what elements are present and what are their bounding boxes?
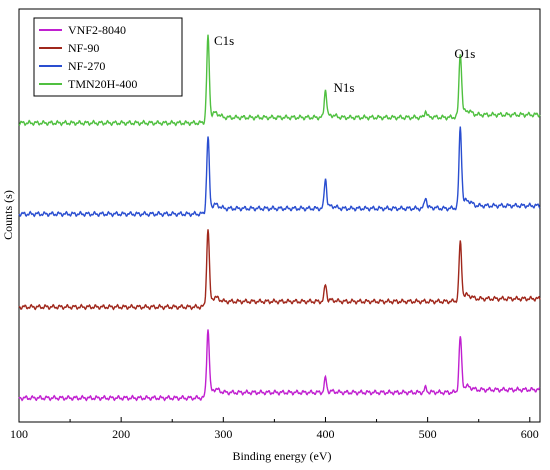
x-tick-label: 500 xyxy=(419,427,437,441)
x-axis-title: Binding energy (eV) xyxy=(232,449,331,463)
peak-label-c1s: C1s xyxy=(214,33,234,48)
peak-annotations: C1s N1s O1s xyxy=(214,33,475,95)
series-line-nf-270 xyxy=(18,126,541,218)
legend-label: VNF2-8040 xyxy=(68,23,126,37)
legend-label: NF-90 xyxy=(68,41,99,55)
x-tick-label: 400 xyxy=(316,427,334,441)
peak-label-n1s: N1s xyxy=(333,80,354,95)
series-line-nf-90 xyxy=(18,229,541,311)
legend-label: NF-270 xyxy=(68,59,105,73)
x-axis: 100 200 300 400 500 600 xyxy=(10,417,539,441)
x-tick-label: 600 xyxy=(521,427,539,441)
legend-label: TMN20H-400 xyxy=(68,77,137,91)
plot-frame xyxy=(18,8,541,423)
series-layer xyxy=(18,34,541,402)
series-line-tmn20h-400 xyxy=(18,34,541,127)
x-tick-label: 100 xyxy=(10,427,28,441)
legend: VNF2-8040 NF-90 NF-270 TMN20H-400 xyxy=(33,17,183,97)
x-tick-label: 300 xyxy=(214,427,232,441)
y-axis-title: Counts (s) xyxy=(1,190,15,240)
peak-label-o1s: O1s xyxy=(454,46,475,61)
x-tick-label: 200 xyxy=(112,427,130,441)
series-line-vnf2-8040 xyxy=(18,329,541,402)
